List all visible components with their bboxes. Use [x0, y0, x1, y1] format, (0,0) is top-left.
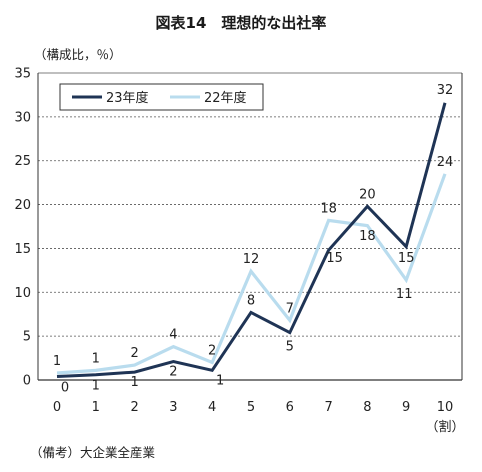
- y-tick-labels: 0 5 10 15 20 25 30 35: [14, 67, 31, 389]
- x-tick-label: 7: [324, 400, 332, 415]
- y-tick-label: 30: [14, 110, 31, 125]
- data-label-fy23: 15: [398, 251, 415, 266]
- data-label-fy22: 2: [208, 343, 216, 358]
- data-label-fy22: 18: [359, 229, 376, 244]
- data-label-fy23: 15: [326, 251, 343, 266]
- y-tick-label: 0: [23, 374, 31, 389]
- legend-item-fy23-label: 23年度: [106, 90, 149, 106]
- y-axis-unit-label: （構成比，％）: [34, 47, 122, 62]
- x-axis-unit-label: （割）: [425, 419, 464, 435]
- grid-lines: [38, 72, 462, 337]
- data-label-fy22: 11: [396, 287, 413, 302]
- series-line-fy22: [56, 173, 447, 375]
- x-tick-label: 9: [402, 400, 410, 415]
- data-label-fy23: 8: [247, 293, 255, 308]
- legend-item-fy22-label: 22年度: [204, 90, 247, 106]
- data-label-fy23: 1: [92, 379, 100, 394]
- y-tick-label: 5: [23, 330, 31, 345]
- series-lines: [56, 102, 447, 378]
- y-tick-label: 35: [14, 67, 31, 82]
- y-tick-label: 15: [14, 242, 31, 257]
- data-label-fy22: 4: [169, 328, 177, 343]
- data-label-fy23: 1: [130, 375, 138, 390]
- data-label-fy23: 32: [437, 83, 454, 98]
- data-label-fy22: 18: [320, 201, 337, 216]
- data-label-fy22: 24: [437, 155, 454, 170]
- x-tick-labels: 0 1 2 3 4 5 6 7 8 9 10 （割）: [53, 400, 465, 435]
- y-tick-label: 10: [14, 286, 31, 301]
- legend: 23年度 22年度: [59, 83, 264, 111]
- data-label-fy23: 2: [169, 365, 177, 380]
- data-label-fy22: 1: [53, 354, 61, 369]
- data-label-fy23: 20: [359, 187, 376, 202]
- x-tick-label: 1: [92, 400, 100, 415]
- series-line-fy23: [56, 102, 447, 378]
- data-label-fy22: 2: [130, 346, 138, 361]
- axes: [37, 73, 463, 381]
- y-tick-label: 25: [14, 154, 31, 169]
- x-tick-label: 4: [208, 400, 216, 415]
- x-tick-label: 0: [53, 400, 61, 415]
- data-label-fy23: 1: [216, 373, 224, 388]
- x-tick-label: 10: [437, 400, 454, 415]
- data-label-fy23: 0: [61, 380, 69, 395]
- y-tick-label: 20: [14, 198, 31, 213]
- data-label-fy22: 12: [243, 252, 260, 267]
- x-tick-label: 8: [363, 400, 371, 415]
- x-tick-label: 6: [286, 400, 294, 415]
- chart-title: 図表14 理想的な出社率: [155, 14, 327, 32]
- data-label-fy22: 1: [92, 351, 100, 366]
- x-tick-label: 5: [247, 400, 255, 415]
- data-label-fy22: 7: [286, 301, 294, 316]
- source-note: （備考）大企業全産業: [30, 445, 156, 460]
- x-tick-label: 3: [169, 400, 177, 415]
- data-label-fy23: 5: [286, 340, 294, 355]
- x-tick-label: 2: [130, 400, 138, 415]
